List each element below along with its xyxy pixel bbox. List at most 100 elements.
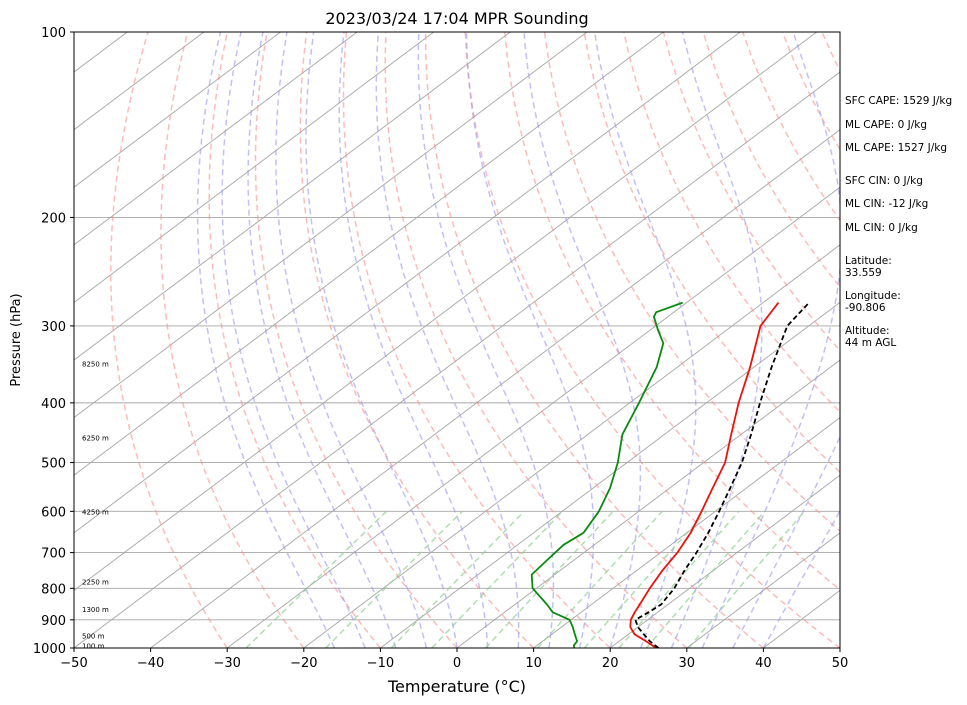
x-tick-label: 30	[679, 656, 696, 671]
dry-adiabat	[208, 32, 381, 648]
moist-adiabat	[247, 32, 397, 648]
longitude-text: Longitude: -90.806	[845, 290, 901, 314]
moist-adiabat	[417, 32, 555, 648]
moist-adiabat	[305, 32, 458, 648]
latitude-text: Latitude: 33.559	[845, 255, 892, 279]
y-tick-label: 800	[41, 582, 66, 597]
altitude-text: Altitude: 44 m AGL	[845, 325, 897, 349]
x-tick-label: 10	[525, 656, 542, 671]
height-label: 8250 m	[82, 360, 109, 368]
isotherm-20	[609, 474, 840, 648]
moist-adiabat	[275, 32, 428, 648]
x-tick-label: −30	[213, 656, 240, 671]
moist-adiabat	[593, 32, 697, 648]
y-tick-label: 400	[41, 397, 66, 412]
ml-cape-text-2: ML CAPE: 1527 J/kg	[845, 142, 948, 154]
y-tick-label: 900	[41, 614, 66, 629]
dry-adiabat	[384, 32, 688, 648]
sfc-cin-text: SFC CIN: 0 J/kg	[845, 175, 923, 187]
mixing-ratio-line	[583, 510, 708, 648]
x-tick-label: 40	[755, 656, 772, 671]
x-tick-label: −40	[137, 656, 164, 671]
parcel-line	[634, 301, 810, 648]
isotherm--70	[74, 32, 741, 534]
isotherm--40	[150, 129, 840, 648]
dry-adiabat	[254, 32, 458, 648]
isotherm-30	[686, 532, 840, 648]
temperature-line	[629, 302, 780, 648]
isotherm--80	[74, 32, 664, 476]
dry-adiabat	[702, 32, 840, 289]
height-label: 6250 m	[82, 434, 109, 442]
isotherm--10	[380, 301, 840, 648]
isotherm--90	[74, 32, 588, 419]
isotherm--110	[74, 32, 434, 303]
y-tick-label: 1000	[33, 642, 66, 657]
profile-lines	[530, 301, 810, 648]
y-axis-label: Pressure (hPa)	[9, 293, 24, 386]
moist-adiabat	[338, 32, 489, 648]
moist-adiabat	[523, 32, 642, 648]
x-tick-label: 20	[602, 656, 619, 671]
mixing-ratio-line	[325, 510, 463, 648]
x-tick-label: 50	[832, 656, 849, 671]
dry-adiabat	[110, 32, 228, 648]
chart-title: 2023/03/24 17:04 MPR Sounding	[325, 9, 588, 28]
dry-adiabat	[662, 32, 840, 352]
dry-adiabat	[623, 32, 840, 414]
ml-cin-text: ML CIN: -12 J/kg	[845, 198, 929, 210]
moist-adiabat	[670, 32, 763, 648]
background-lines	[74, 32, 967, 648]
dry-adiabat	[941, 32, 967, 648]
moist-adiabat	[701, 32, 840, 648]
height-label: 100 m	[82, 642, 105, 650]
isotherm--120	[74, 32, 358, 246]
mixing-ratio-line	[484, 510, 614, 648]
isotherm--20	[303, 244, 840, 648]
y-tick-label: 700	[41, 547, 66, 562]
y-tick-label: 100	[41, 26, 66, 41]
isotherm--30	[226, 186, 840, 648]
height-label: 4250 m	[82, 508, 109, 516]
mixing-ratio-line	[536, 510, 663, 648]
x-axis-label: Temperature (°C)	[387, 677, 526, 696]
mixing-ratio-line	[431, 510, 564, 648]
y-tick-label: 600	[41, 505, 66, 520]
height-label: 1300 m	[82, 606, 109, 614]
y-tick-label: 500	[41, 457, 66, 472]
mixing-ratio-line	[390, 510, 525, 648]
ml-cape-text: ML CAPE: 0 J/kg	[845, 119, 928, 131]
isotherm--140	[74, 32, 205, 131]
isotherm--130	[74, 32, 281, 188]
dry-adiabat	[342, 32, 611, 648]
y-tick-label: 200	[41, 211, 66, 226]
moist-adiabat	[375, 32, 520, 648]
isotherm-10	[533, 417, 840, 648]
height-label: 500 m	[82, 633, 105, 641]
sfc-cape-text: SFC CAPE: 1529 J/kg	[845, 95, 953, 107]
ml-cin-text-2: ML CIN: 0 J/kg	[845, 222, 918, 234]
x-tick-label: −50	[60, 656, 87, 671]
dewpoint-line	[530, 301, 684, 648]
moist-adiabat	[465, 32, 595, 648]
x-tick-label: −20	[290, 656, 317, 671]
mixing-ratio-line	[645, 510, 766, 648]
mixing-ratio-line	[245, 510, 388, 648]
x-tick-label: 0	[453, 656, 461, 671]
dry-adiabat	[464, 32, 840, 648]
axis-ticks: −50 −40 −30 −20 −10 0 10 20 30 40 50 1000 900 800 700 6…	[33, 26, 848, 671]
mixing-ratio-line	[688, 510, 806, 648]
y-tick-label: 300	[41, 320, 66, 335]
x-tick-label: −10	[367, 656, 394, 671]
dry-adiabat	[583, 32, 840, 474]
height-label: 2250 m	[82, 579, 109, 587]
mixing-ratio-line	[618, 510, 740, 648]
dry-adiabat	[299, 32, 535, 648]
isotherm--50	[74, 71, 840, 648]
isotherm--100	[74, 32, 511, 361]
isotherm--60	[74, 32, 817, 591]
dry-adiabat	[160, 32, 305, 648]
